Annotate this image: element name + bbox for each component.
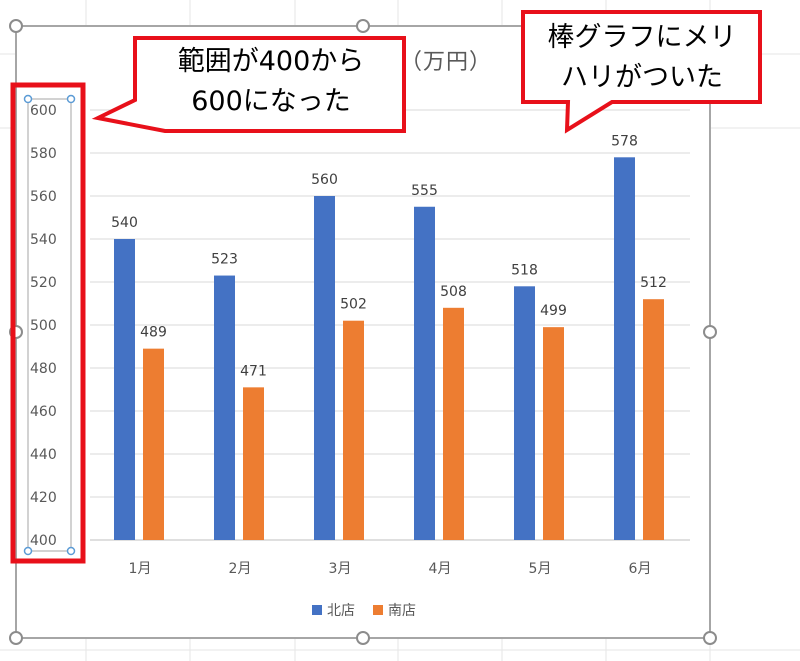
callout-range-line1: 範囲が400から <box>177 46 365 77</box>
bar-north <box>114 239 135 540</box>
callout-range-box <box>91 36 406 133</box>
axis-highlight-box <box>10 82 86 564</box>
callout-range-text: 範囲が400から 600になった <box>140 42 402 122</box>
x-tick-label: 4月 <box>429 561 452 577</box>
y-tick-label: 600 <box>30 103 57 119</box>
callout-bars-text: 棒グラフにメリ ハリがついた <box>526 18 758 98</box>
bar-north <box>614 157 635 541</box>
legend-label-north: 北店 <box>327 603 355 619</box>
bar-south <box>243 387 264 540</box>
callout-bars-box <box>521 10 762 134</box>
chart-title[interactable]: （万円） <box>400 50 493 75</box>
y-tick-label: 460 <box>30 404 57 420</box>
data-label: 512 <box>640 275 667 291</box>
callout-range-line2: 600になった <box>191 86 351 117</box>
bar-south <box>443 307 464 540</box>
y-tick-label: 580 <box>30 146 57 162</box>
data-label: 540 <box>111 215 138 231</box>
legend-item-south[interactable]: 南店 <box>373 600 416 620</box>
legend-label-south: 南店 <box>388 603 416 619</box>
x-tick-label: 1月 <box>129 561 152 577</box>
data-label: 523 <box>211 252 238 268</box>
data-label: 499 <box>540 303 567 319</box>
data-label: 518 <box>511 262 538 278</box>
y-tick-label: 540 <box>30 232 57 248</box>
bar-south <box>543 327 564 540</box>
axis-selection-handles[interactable] <box>23 94 76 556</box>
data-label: 489 <box>140 325 167 341</box>
bar-south <box>343 320 364 540</box>
x-tick-label: 2月 <box>229 561 252 577</box>
data-label: 578 <box>611 133 638 149</box>
bar-south <box>643 299 664 540</box>
y-tick-label: 560 <box>30 189 57 205</box>
y-tick-label: 420 <box>30 490 57 506</box>
y-tick-label: 400 <box>30 533 57 549</box>
bar-north <box>414 206 435 540</box>
callout-bars-line1: 棒グラフにメリ <box>547 22 737 53</box>
data-label: 560 <box>311 172 338 188</box>
x-tick-label: 6月 <box>629 561 652 577</box>
chart-legend[interactable]: 北店 南店 <box>312 600 416 620</box>
legend-swatch-south <box>373 605 383 615</box>
legend-swatch-north <box>312 605 322 615</box>
y-tick-label: 440 <box>30 447 57 463</box>
data-label: 471 <box>240 363 267 379</box>
y-tick-label: 480 <box>30 361 57 377</box>
legend-item-north[interactable]: 北店 <box>312 600 355 620</box>
bar-north <box>514 286 535 540</box>
callout-bars-line2: ハリがついた <box>561 62 723 93</box>
data-label: 508 <box>440 284 467 300</box>
bar-north <box>314 196 335 540</box>
y-tick-label: 500 <box>30 318 57 334</box>
data-label: 502 <box>340 297 367 313</box>
x-tick-label: 3月 <box>329 561 352 577</box>
axis-selection-box[interactable] <box>27 98 72 552</box>
bar-north <box>214 275 235 540</box>
plot-text: 400 420 440 460 480 500 520 540 560 580 600 540 489 1… <box>30 103 667 577</box>
x-tick-label: 5月 <box>529 561 552 577</box>
plot-bars <box>114 157 664 541</box>
bar-south <box>143 348 164 540</box>
data-label: 555 <box>411 183 438 199</box>
y-tick-label: 520 <box>30 275 57 291</box>
